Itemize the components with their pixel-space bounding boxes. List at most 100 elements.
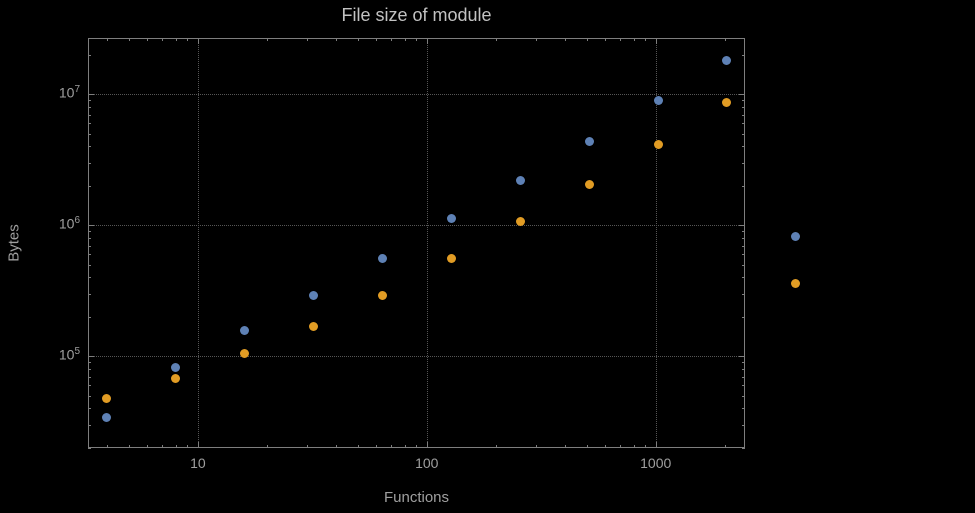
x-tick-minor [335, 445, 337, 448]
y-tick-minor-right [742, 133, 745, 135]
y-gridline [88, 225, 745, 227]
y-tick-label: 107 [58, 84, 80, 101]
y-tick-minor [88, 395, 91, 397]
y-tick-minor-right [742, 362, 745, 364]
y-tick-major-right [739, 356, 745, 358]
x-tick-minor [564, 445, 566, 448]
x-tick-minor-top [724, 38, 726, 41]
x-tick-minor-top [564, 38, 566, 41]
y-tick-minor-right [742, 376, 745, 378]
y-tick-major-right [739, 225, 745, 227]
y-tick-minor [88, 362, 91, 364]
x-tick-minor-top [307, 38, 309, 41]
x-tick-minor [307, 445, 309, 448]
x-tick-minor-top [633, 38, 635, 41]
x-tick-minor-top [162, 38, 164, 41]
y-tick-minor-right [742, 254, 745, 256]
data-point-blue [171, 363, 181, 373]
y-gridline [88, 356, 745, 358]
y-tick-minor-right [742, 264, 745, 266]
x-tick-minor [724, 445, 726, 448]
x-gridline [655, 38, 657, 448]
data-point-blue [309, 291, 319, 301]
data-point-orange [653, 139, 663, 149]
y-tick-minor-right [742, 293, 745, 295]
y-tick-minor [88, 245, 91, 247]
data-point-blue [446, 213, 456, 223]
plot-frame [88, 38, 745, 448]
data-point-orange [240, 349, 250, 359]
x-tick-major [426, 442, 428, 448]
x-tick-minor [175, 445, 177, 448]
y-tick-minor [88, 114, 91, 116]
y-tick-minor-right [742, 395, 745, 397]
data-point-blue [584, 136, 594, 146]
x-tick-minor [357, 445, 359, 448]
x-tick-minor [106, 445, 108, 448]
x-tick-minor-top [147, 38, 149, 41]
y-tick-minor-right [742, 316, 745, 318]
x-tick-minor-top [645, 38, 647, 41]
x-tick-minor [536, 445, 538, 448]
y-tick-minor [88, 369, 91, 370]
data-point-blue [722, 56, 732, 66]
y-tick-minor [88, 293, 91, 295]
x-tick-minor-top [495, 38, 497, 41]
y-tick-minor-right [742, 369, 745, 370]
x-tick-label: 100 [415, 455, 439, 471]
x-tick-minor-top [357, 38, 359, 41]
y-tick-minor [88, 162, 91, 164]
y-tick-minor-right [742, 231, 745, 233]
x-tick-minor [645, 445, 647, 448]
x-tick-minor-top [391, 38, 393, 41]
data-point-orange [102, 393, 112, 403]
x-tick-minor [620, 445, 622, 448]
chart-title: File size of module [341, 5, 492, 25]
x-tick-minor-top [620, 38, 622, 41]
x-tick-minor-top [536, 38, 538, 41]
y-tick-minor-right [742, 146, 745, 148]
x-tick-minor-top [586, 38, 588, 41]
data-point-orange [791, 278, 801, 288]
x-tick-minor [633, 445, 635, 448]
data-point-blue [653, 95, 663, 105]
y-tick-minor [88, 254, 91, 256]
x-tick-minor [586, 445, 588, 448]
data-point-blue [515, 175, 525, 185]
y-tick-minor-right [742, 238, 745, 239]
x-tick-label: 10 [190, 455, 206, 471]
x-tick-minor-top [128, 38, 130, 41]
x-tick-minor-top [106, 38, 108, 41]
y-tick-major-right [739, 94, 745, 96]
y-tick-minor-right [742, 107, 745, 109]
y-tick-minor [88, 107, 91, 109]
y-gridline [88, 94, 745, 96]
y-tick-minor [88, 385, 91, 387]
data-point-orange [515, 216, 525, 226]
y-tick-minor [88, 376, 91, 378]
x-tick-minor [266, 445, 268, 448]
data-point-blue [102, 413, 112, 423]
x-tick-minor [187, 445, 189, 448]
y-tick-minor [88, 133, 91, 135]
y-tick-minor [88, 264, 91, 266]
y-tick-minor [88, 316, 91, 318]
data-point-blue [791, 232, 801, 242]
x-tick-minor [147, 445, 149, 448]
y-tick-minor-right [742, 408, 745, 410]
data-point-blue [240, 325, 250, 335]
y-tick-minor [88, 277, 91, 279]
x-tick-major-top [655, 38, 657, 44]
y-tick-major [88, 356, 94, 358]
data-point-orange [446, 253, 456, 263]
x-tick-minor [162, 445, 164, 448]
x-tick-minor-top [266, 38, 268, 41]
y-tick-minor-right [742, 447, 745, 449]
y-tick-minor [88, 424, 91, 426]
x-tick-major [655, 442, 657, 448]
x-tick-minor-top [604, 38, 606, 41]
x-gridline [197, 38, 199, 448]
y-tick-minor [88, 54, 91, 56]
y-tick-minor-right [742, 424, 745, 426]
y-tick-minor-right [742, 100, 745, 102]
